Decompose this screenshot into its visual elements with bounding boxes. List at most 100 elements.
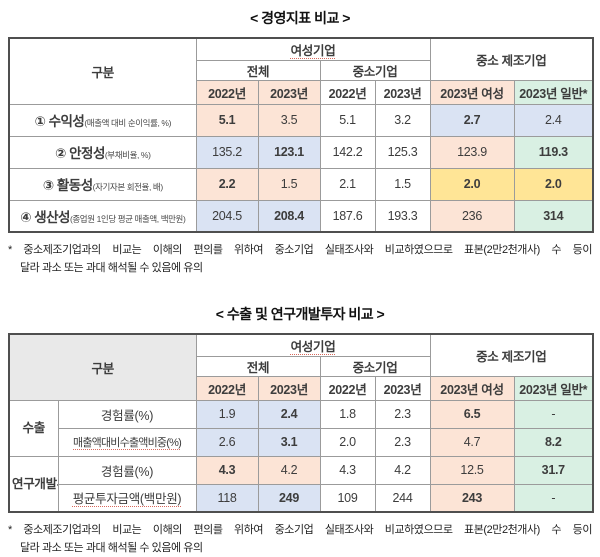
value-cell: 2.2 — [195, 167, 259, 201]
management-indicators-table: 구분 여성기업 중소 제조기업 전체 중소기업 2022년 2023년 2022… — [8, 37, 594, 233]
value-cell: 142.2 — [319, 135, 376, 169]
value-cell: 119.3 — [513, 135, 594, 169]
row-label: 경험률(%) — [57, 455, 197, 485]
value-cell: 12.5 — [429, 455, 515, 485]
value-cell: 193.3 — [374, 199, 431, 233]
value-cell: 118 — [195, 483, 259, 513]
header-year: 2022년 — [319, 79, 376, 105]
value-cell: 4.7 — [429, 427, 515, 457]
value-cell: 2.6 — [195, 427, 259, 457]
value-cell: 1.9 — [195, 399, 259, 429]
value-cell: 2.3 — [374, 427, 431, 457]
table1-footnote: * 중소제조기업과의 비교는 이해의 편의를 위하여 중소기업 실태조사와 비교… — [8, 242, 592, 277]
header-2023-general: 2023년 일반* — [513, 375, 594, 401]
value-cell: 4.2 — [257, 455, 321, 485]
header-sme: 중소기업 — [319, 355, 431, 377]
value-cell: 5.1 — [195, 103, 259, 137]
row-label: 경험률(%) — [57, 399, 197, 429]
value-cell: 1.8 — [319, 399, 376, 429]
header-year: 2023년 — [374, 79, 431, 105]
value-cell: 4.3 — [195, 455, 259, 485]
value-cell: 2.4 — [513, 103, 594, 137]
header-gubun: 구분 — [8, 37, 197, 105]
metric-sub: (매출액 대비 순이익률, %) — [84, 118, 172, 128]
value-cell: 2.1 — [319, 167, 376, 201]
group-label-export: 수출 — [8, 399, 59, 457]
row-label: ② 안정성(부채비율, %) — [8, 135, 197, 169]
row-label: ③ 활동성(자기자본 회전율, 배) — [8, 167, 197, 201]
footnote-line: 달라 과소 또는 과대 해석될 수 있음에 유의 — [20, 541, 203, 554]
header-year: 2022년 — [195, 79, 259, 105]
metric-num: ④ — [20, 209, 31, 225]
metric-num: ③ — [42, 178, 54, 193]
header-total: 전체 — [195, 59, 321, 81]
table2-footnote: * 중소제조기업과의 비교는 이해의 편의를 위하여 중소기업 실태조사와 비교… — [8, 522, 592, 557]
value-cell: 125.3 — [374, 135, 431, 169]
metric-sub: (자기자본 회전율, 배) — [92, 182, 164, 192]
header-sme-manufacturing: 중소 제조기업 — [429, 333, 594, 377]
value-cell: 4.3 — [319, 455, 376, 485]
value-cell: 8.2 — [513, 427, 594, 457]
header-women-enterprise: 여성기업 — [195, 37, 431, 61]
value-cell: 2.0 — [319, 427, 376, 457]
table1-title: < 경영지표 비교 > — [250, 10, 350, 26]
table-row-profitability: ① 수익성(매출액 대비 순이익률, %) 5.1 3.5 5.1 3.2 2.… — [8, 103, 594, 137]
header-2023-general: 2023년 일반* — [513, 79, 594, 105]
value-cell: 109 — [319, 483, 376, 513]
value-cell: 1.5 — [257, 167, 321, 201]
value-cell: 4.2 — [374, 455, 431, 485]
header-year: 2023년 — [374, 375, 431, 401]
header-sme: 중소기업 — [319, 59, 431, 81]
value-cell: 2.7 — [429, 103, 515, 137]
table1-header-row-2: 전체 중소기업 — [9, 59, 593, 81]
table2-title: < 수출 및 연구개발투자 비교 > — [215, 306, 385, 323]
value-cell: 5.1 — [319, 103, 376, 137]
row-label: 평균투자금액(백만원) — [57, 483, 197, 513]
value-cell: 249 — [257, 483, 321, 513]
value-cell: 31.7 — [513, 455, 594, 485]
header-2023-women: 2023년 여성 — [429, 79, 515, 105]
value-cell: 204.5 — [195, 199, 259, 233]
table-row-rnd-amount: 평균투자금액(백만원) 118 249 109 244 243 - — [9, 483, 594, 513]
footnote-line: * 중소제조기업과의 비교는 이해의 편의를 위하여 중소기업 실태조사와 비교… — [8, 244, 592, 256]
value-cell: 2.0 — [429, 167, 515, 201]
header-year: 2022년 — [195, 375, 259, 401]
metric-name: 활동성 — [56, 178, 93, 193]
header-year: 2023년 — [257, 375, 321, 401]
metric-name: 생산성 — [34, 209, 70, 225]
value-cell: 2.3 — [374, 399, 431, 429]
table-row-activity: ③ 활동성(자기자본 회전율, 배) 2.2 1.5 2.1 1.5 2.0 2… — [8, 167, 594, 201]
row-label: ① 수익성(매출액 대비 순이익률, %) — [8, 103, 197, 137]
metric-num: ② — [54, 146, 66, 161]
value-cell: 314 — [513, 199, 594, 233]
table-row-export-experience: 수출 경험률(%) 1.9 2.4 1.8 2.3 6.5 - — [8, 399, 594, 457]
table1-header-row-3: 2022년 2023년 2022년 2023년 2023년 여성 2023년 일… — [9, 79, 594, 105]
value-cell: 2.4 — [257, 399, 321, 429]
header-2023-women: 2023년 여성 — [429, 375, 515, 401]
header-women-enterprise: 여성기업 — [195, 333, 431, 357]
value-cell: - — [513, 483, 594, 513]
value-cell: - — [513, 399, 594, 429]
value-cell: 243 — [429, 483, 515, 513]
table2-header-row-1: 구분 여성기업 중소 제조기업 — [8, 333, 594, 401]
footnote-line: 달라 과소 또는 과대 해석될 수 있음에 유의 — [20, 261, 203, 274]
value-cell: 187.6 — [319, 199, 376, 233]
row-label: 매출액대비수출액비중(%) — [57, 427, 197, 457]
value-cell: 123.1 — [257, 135, 321, 169]
group-label-rnd: 연구개발투자 — [8, 455, 59, 513]
table-row-rnd-experience: 연구개발투자 경험률(%) 4.3 4.2 4.3 4.2 12.5 31.7 — [8, 455, 594, 513]
value-cell: 2.0 — [513, 167, 594, 201]
value-cell: 123.9 — [429, 135, 515, 169]
metric-sub: (부채비율, %) — [104, 150, 151, 160]
metric-num: ① — [34, 114, 46, 129]
metric-name: 수익성 — [48, 114, 85, 129]
export-rnd-table: 구분 여성기업 중소 제조기업 전체 중소기업 2022년 2023년 2022… — [8, 333, 594, 514]
header-year: 2022년 — [319, 375, 376, 401]
table2-header-row-3: 2022년 2023년 2022년 2023년 2023년 여성 2023년 일… — [9, 375, 594, 401]
header-gubun: 구분 — [8, 333, 197, 401]
value-cell: 6.5 — [429, 399, 515, 429]
value-cell: 1.5 — [374, 167, 431, 201]
row-label: ④ 생산성(종업원 1인당 평균 매출액, 백만원) — [8, 199, 197, 233]
footnote-line: * 중소제조기업과의 비교는 이해의 편의를 위하여 중소기업 실태조사와 비교… — [8, 524, 592, 537]
